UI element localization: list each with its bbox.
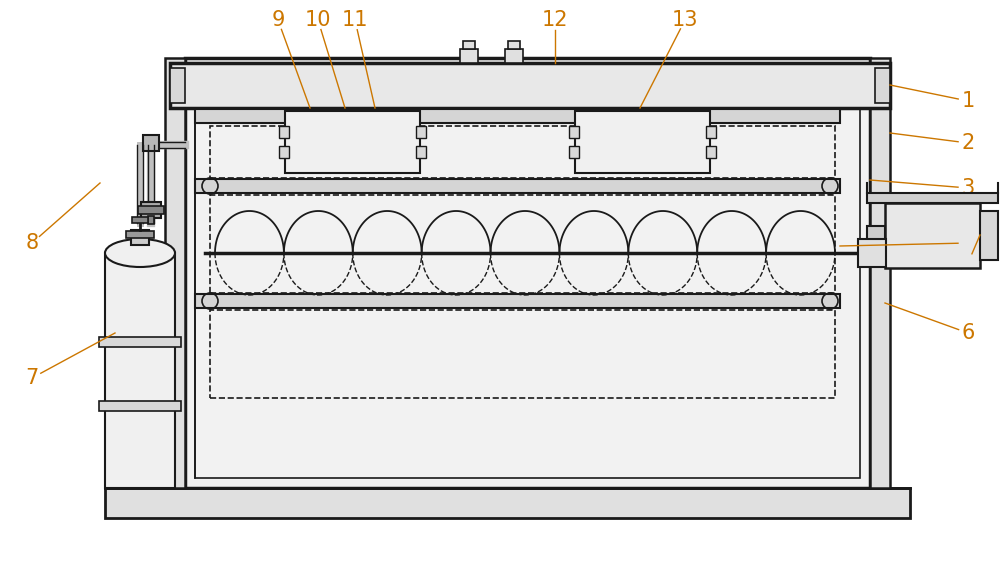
Text: 11: 11 xyxy=(342,10,368,30)
Bar xyxy=(508,41,520,49)
Bar xyxy=(285,111,420,173)
Bar xyxy=(416,146,426,158)
Bar xyxy=(185,58,870,488)
Bar xyxy=(143,135,159,151)
Bar xyxy=(210,126,835,178)
Text: 6: 6 xyxy=(961,323,975,343)
Bar xyxy=(170,68,185,103)
Bar xyxy=(141,202,161,218)
Text: 8: 8 xyxy=(25,233,39,253)
Bar xyxy=(170,63,890,108)
Text: 7: 7 xyxy=(25,368,39,388)
Bar xyxy=(867,226,885,246)
Text: 2: 2 xyxy=(961,133,975,153)
Bar xyxy=(195,294,840,308)
Bar xyxy=(460,49,478,63)
Bar xyxy=(99,401,181,411)
Text: 1: 1 xyxy=(961,91,975,111)
Bar xyxy=(867,193,998,203)
Text: 13: 13 xyxy=(672,10,698,30)
Bar xyxy=(195,109,840,123)
Bar xyxy=(870,58,890,488)
Bar xyxy=(885,203,980,268)
Bar xyxy=(138,206,164,214)
Bar xyxy=(132,217,148,223)
Text: 10: 10 xyxy=(305,10,331,30)
Text: 12: 12 xyxy=(542,10,568,30)
Bar xyxy=(210,195,835,293)
Bar xyxy=(279,126,289,138)
Bar xyxy=(875,68,890,103)
Text: 9: 9 xyxy=(271,10,285,30)
Bar xyxy=(148,216,154,224)
Bar xyxy=(279,146,289,158)
Bar xyxy=(195,68,860,478)
Bar xyxy=(575,111,710,173)
Ellipse shape xyxy=(105,239,175,267)
Bar xyxy=(706,126,716,138)
Bar xyxy=(105,253,175,488)
Bar xyxy=(210,310,835,398)
Text: 3: 3 xyxy=(961,178,975,198)
Text: 5: 5 xyxy=(961,253,975,273)
Bar xyxy=(569,126,579,138)
Bar xyxy=(505,49,523,63)
Bar xyxy=(463,41,475,49)
Bar xyxy=(980,211,998,260)
Bar xyxy=(126,231,154,238)
Bar xyxy=(165,58,185,488)
Bar xyxy=(569,146,579,158)
Bar xyxy=(706,146,716,158)
Bar xyxy=(195,179,840,193)
Bar xyxy=(105,488,910,518)
Bar xyxy=(416,126,426,138)
Bar xyxy=(99,337,181,347)
Bar xyxy=(858,239,886,267)
Bar xyxy=(131,230,149,245)
Text: 4: 4 xyxy=(961,233,975,253)
